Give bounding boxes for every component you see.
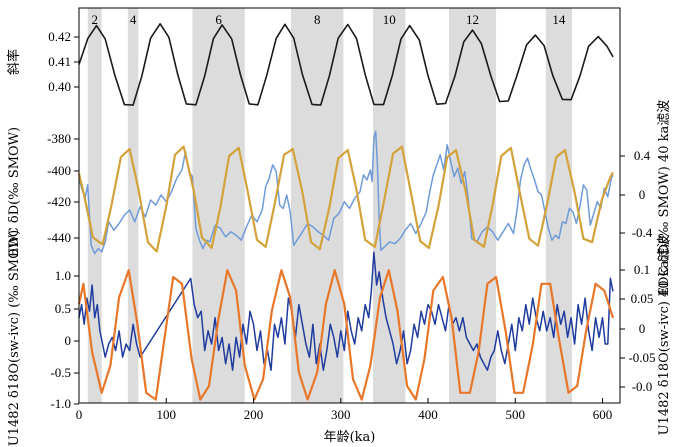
x-tick-label-200: 200 [244, 407, 264, 422]
y-tick-label-obliquity-2: 0.40 [48, 79, 71, 94]
y-tick-label-u1482-3: -0.5 [50, 365, 71, 380]
series-edc-1 [77, 145, 614, 253]
x-tick-label-400: 400 [418, 407, 438, 422]
series-obliquity-0 [78, 23, 614, 106]
y2-tick-label-edc-1: 0 [639, 187, 646, 202]
series-edc-0 [78, 130, 614, 255]
y2-tick-label-edc-0: 0.4 [634, 148, 651, 163]
glacial-stage-labels: 2 4 6 8 10 12 14 [91, 12, 565, 27]
y-axis-label-obliquity: 斜率 [6, 49, 22, 75]
plot-frame [78, 7, 621, 404]
stage-label-12: 12 [466, 12, 479, 27]
series-u1482-1 [77, 269, 615, 401]
stage-label-8: 8 [314, 12, 321, 27]
series-u1482-0 [78, 251, 614, 371]
stage-label-2: 2 [91, 12, 98, 27]
glacial-stage-band-3 [291, 8, 344, 403]
plot-border [78, 7, 621, 404]
y-axis-label-u1482: U1482 δ18O(sw-ivc) (‰ SMOW) [7, 230, 22, 446]
axis-labels: 年龄(ka) 斜率 EDC δD(‰ SMOW) EDC δD(‰ SMOW) 40 … [6, 49, 672, 446]
x-tick-label-500: 500 [506, 407, 526, 422]
y-tick-label-obliquity-1: 0.41 [48, 54, 71, 69]
axes: 0 100 200 300 400 500 6000.420.410.40-380-400-… [47, 29, 655, 422]
glacial-stage-band-0 [87, 8, 102, 403]
y2-tick-label-u1482-3: -0.05 [628, 350, 655, 365]
y2-tick-label-edc-2: -0.4 [632, 225, 653, 240]
y-tick-label-edc-0: -380 [47, 131, 71, 146]
data-series [77, 23, 615, 401]
y-tick-label-u1482-0: 1.0 [55, 268, 71, 283]
x-tick-label-300: 300 [331, 407, 351, 422]
x-tick-label-0: 0 [76, 407, 83, 422]
y-axis-label-edc: EDC δD(‰ SMOW) [7, 127, 22, 257]
x-tick-label-100: 100 [157, 407, 177, 422]
y-tick-label-edc-1: -400 [47, 163, 71, 178]
glacial-stage-band-1 [127, 8, 139, 403]
y2-axis-label-edc: EDC δD(‰ SMOW) 40 ka滤波 [657, 100, 672, 297]
x-axis-label: 年龄(ka) [324, 430, 376, 445]
y2-tick-label-u1482-0: 0.1 [634, 262, 650, 277]
stage-label-6: 6 [215, 12, 222, 27]
y2-axis-label-u1482: U1482 δ18O(sw-ivc) 40 ka滤波 [657, 235, 672, 436]
glacial-stage-band-5 [448, 8, 497, 403]
stage-label-14: 14 [552, 12, 566, 27]
y-tick-label-u1482-2: 0 [65, 333, 72, 348]
stage-label-4: 4 [130, 12, 137, 27]
y-tick-label-u1482-1: 0.5 [55, 301, 71, 316]
y2-tick-label-u1482-1: 0.05 [631, 291, 654, 306]
y2-tick-label-u1482-2: 0 [639, 321, 646, 336]
y2-tick-label-u1482-4: -0.0 [632, 379, 653, 394]
y-tick-label-obliquity-0: 0.42 [48, 29, 71, 44]
glacial-stage-band-4 [373, 8, 406, 403]
y-tick-label-u1482-4: -1.0 [50, 396, 71, 411]
y-tick-label-edc-3: -440 [47, 230, 71, 245]
y-tick-label-edc-2: -420 [47, 194, 71, 209]
glacial-stage-shading [87, 8, 573, 403]
x-tick-label-600: 600 [593, 407, 613, 422]
stage-label-10: 10 [383, 12, 396, 27]
